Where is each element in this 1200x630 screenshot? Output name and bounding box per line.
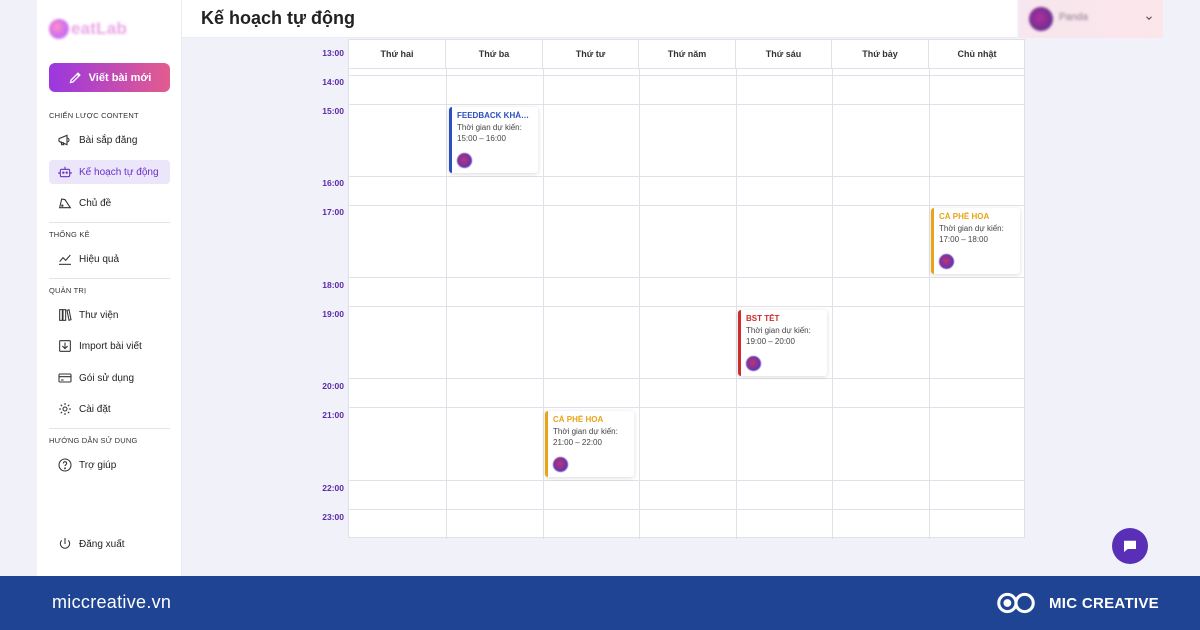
sidebar-item-label: Kế hoạch tự động <box>79 166 159 178</box>
sidebar-item-plans[interactable]: Gói sử dụng <box>49 366 170 390</box>
sidebar-divider <box>49 428 170 429</box>
time-label: 21:00 <box>322 410 344 420</box>
event-time-label: Thời gian dự kiến: <box>746 326 811 335</box>
event-card[interactable]: BST TẾT Thời gian dự kiến: 19:00 – 20:00 <box>738 310 827 376</box>
event-time-label: Thời gian dự kiến: <box>939 224 1004 233</box>
page-header: Kế hoạch tự động <box>182 0 1017 38</box>
event-time-label: Thời gian dự kiến: <box>553 427 618 436</box>
event-card[interactable]: CÀ PHÊ HOA Thời gian dự kiến: 21:00 – 22… <box>545 411 634 477</box>
time-label: 13:00 <box>322 48 344 58</box>
time-label: 23:00 <box>322 512 344 522</box>
time-label: 20:00 <box>322 381 344 391</box>
day-header-tuesday: Thứ ba <box>446 40 543 69</box>
import-icon <box>59 340 71 352</box>
day-header-monday: Thứ hai <box>349 40 446 69</box>
footer-brand-name: MIC CREATIVE <box>1049 594 1159 612</box>
power-icon <box>59 538 71 549</box>
sidebar: eatLab Viết bài mới CHIẾN LƯỢC CONTENT B… <box>37 0 182 576</box>
avatar <box>746 356 761 371</box>
brand-logo-icon <box>997 592 1035 614</box>
library-icon <box>59 308 72 322</box>
event-time: 17:00 – 18:00 <box>939 235 988 244</box>
logo-icon <box>49 19 69 39</box>
footer-brand: MIC CREATIVE <box>993 588 1159 618</box>
new-post-label: Viết bài mới <box>88 71 152 84</box>
day-header-sunday: Chủ nhật <box>929 40 1025 69</box>
event-title: FEEDBACK KHÁCH HÀNG <box>457 111 534 120</box>
gear-icon <box>59 403 71 415</box>
sidebar-item-label: Trợ giúp <box>79 459 117 471</box>
day-header-friday: Thứ sáu <box>736 40 832 69</box>
sidebar-item-settings[interactable]: Cài đặt <box>49 397 170 421</box>
section-title-admin: QUẢN TRỊ <box>49 286 87 295</box>
sidebar-item-upcoming-posts[interactable]: Bài sắp đăng <box>49 128 170 152</box>
sidebar-item-label: Thư viện <box>79 309 119 321</box>
day-header-thursday: Thứ năm <box>639 40 736 69</box>
pen-icon <box>69 72 81 84</box>
help-icon <box>58 458 72 472</box>
sidebar-item-label: Cài đặt <box>79 403 111 415</box>
logo-text: eatLab <box>71 19 127 38</box>
sidebar-item-label: Bài sắp đăng <box>79 134 138 146</box>
event-time-label: Thời gian dự kiến: <box>457 123 522 132</box>
new-post-button[interactable]: Viết bài mới <box>49 63 170 92</box>
event-title: CÀ PHÊ HOA <box>553 415 604 424</box>
day-header-saturday: Thứ bảy <box>832 40 929 69</box>
event-card[interactable]: CÀ PHÊ HOA Thời gian dự kiến: 17:00 – 18… <box>931 208 1020 274</box>
day-header-wednesday: Thứ tư <box>543 40 639 69</box>
sidebar-item-help[interactable]: Trợ giúp <box>49 453 170 477</box>
avatar <box>939 254 954 269</box>
time-label: 18:00 <box>322 280 344 290</box>
sidebar-item-auto-plan[interactable]: Kế hoạch tự động <box>49 160 170 184</box>
sidebar-item-label: Hiệu quả <box>79 253 120 265</box>
card-icon <box>58 373 72 383</box>
sidebar-item-topics[interactable]: Chủ đề <box>49 191 170 215</box>
event-time: 21:00 – 22:00 <box>553 438 602 447</box>
sidebar-divider <box>49 222 170 223</box>
logout-label: Đăng xuất <box>79 538 125 550</box>
event-card[interactable]: FEEDBACK KHÁCH HÀNG Thời gian dự kiến: 1… <box>449 107 538 173</box>
tag-icon <box>58 198 72 209</box>
chat-icon <box>1124 540 1136 552</box>
event-title: BST TẾT <box>746 314 780 323</box>
section-title-stats: THỐNG KÊ <box>49 230 90 239</box>
section-title-content-strategy: CHIẾN LƯỢC CONTENT <box>49 111 139 120</box>
time-label: 19:00 <box>322 309 344 319</box>
time-label: 22:00 <box>322 483 344 493</box>
user-name: Panda <box>1059 12 1088 23</box>
chevron-down-icon <box>1146 16 1152 21</box>
footer-banner: miccreative.vn MIC CREATIVE <box>0 576 1200 630</box>
section-title-guide: HƯỚNG DẪN SỬ DỤNG <box>49 436 138 445</box>
sidebar-item-performance[interactable]: Hiệu quả <box>49 247 170 271</box>
time-label: 15:00 <box>322 106 344 116</box>
chart-line-icon <box>59 254 71 265</box>
time-label: 16:00 <box>322 178 344 188</box>
sidebar-item-label: Import bài viết <box>79 340 142 352</box>
time-label: 14:00 <box>322 77 344 87</box>
megaphone-icon <box>58 134 70 146</box>
sidebar-item-import-posts[interactable]: Import bài viết <box>49 334 170 358</box>
sidebar-divider <box>49 278 170 279</box>
sidebar-item-library[interactable]: Thư viện <box>49 303 170 327</box>
avatar <box>1029 7 1053 31</box>
event-title: CÀ PHÊ HOA <box>939 212 990 221</box>
logout-button[interactable]: Đăng xuất <box>49 532 170 556</box>
user-menu[interactable]: Panda <box>1019 0 1163 38</box>
sidebar-item-label: Gói sử dụng <box>79 372 135 384</box>
app-logo[interactable]: eatLab <box>49 16 127 42</box>
weekly-calendar: Thứ hai Thứ ba Thứ tư Thứ năm Thứ sáu Th… <box>348 39 1025 539</box>
app-stage: eatLab Viết bài mới CHIẾN LƯỢC CONTENT B… <box>37 0 1163 576</box>
avatar <box>553 457 568 472</box>
page-title: Kế hoạch tự động <box>201 8 356 28</box>
event-time: 15:00 – 16:00 <box>457 134 506 143</box>
chat-button[interactable] <box>1112 528 1148 564</box>
time-label: 17:00 <box>322 207 344 217</box>
footer-site-link[interactable]: miccreative.vn <box>52 592 172 612</box>
event-time: 19:00 – 20:00 <box>746 337 795 346</box>
robot-icon <box>58 166 72 178</box>
sidebar-item-label: Chủ đề <box>79 197 112 209</box>
avatar <box>457 153 472 168</box>
